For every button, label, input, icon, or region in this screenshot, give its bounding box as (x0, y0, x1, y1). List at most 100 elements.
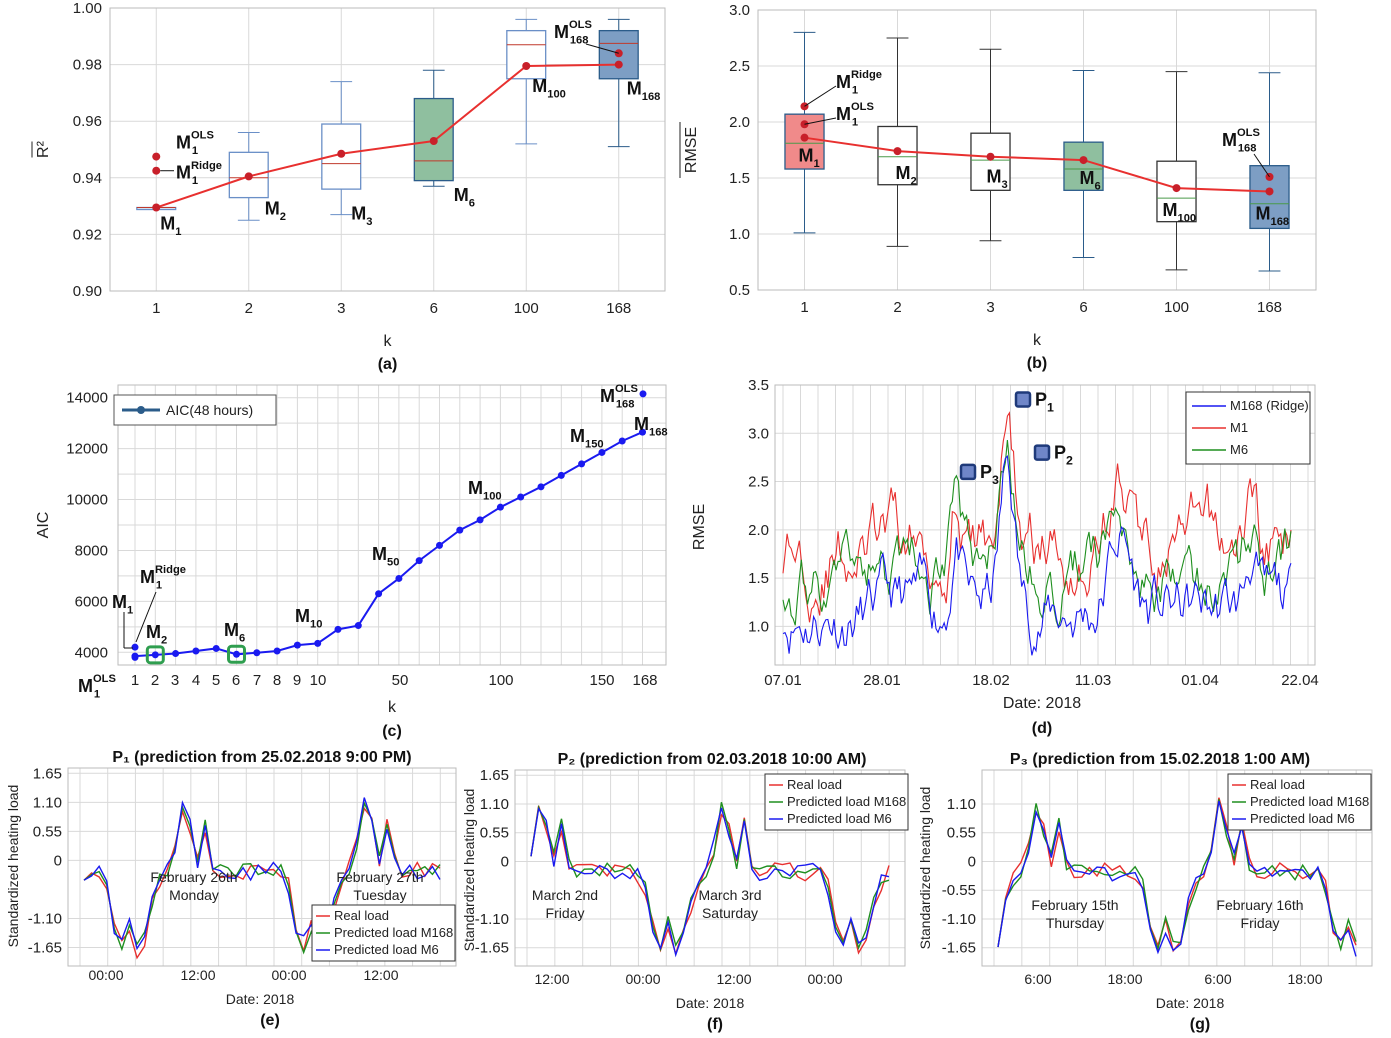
aic-point (639, 428, 646, 436)
y-tick-label: 0.55 (33, 823, 62, 840)
legend-label: Predicted load M6 (787, 811, 892, 826)
load-line-0 (530, 805, 890, 957)
leader-line (585, 43, 619, 54)
box-100 (506, 29, 547, 80)
label-M50: M50 (372, 544, 399, 568)
label-M168-OLS: MOLS 168 (600, 383, 638, 410)
load-line-2 (530, 806, 890, 958)
label-M100: M100 (1163, 200, 1197, 224)
day-label: March 3rd (698, 887, 761, 903)
y-tick-label: 6000 (75, 593, 108, 610)
y-axis-label: Standardized heating load (461, 789, 477, 952)
label-M100: M100 (532, 76, 566, 100)
y-tick-label: -1.65 (475, 940, 509, 957)
load-line-1 (997, 799, 1357, 952)
x-tick-label: 2 (245, 300, 253, 317)
y-axis-label: Standardized heating load (917, 787, 933, 950)
extra-point (639, 390, 647, 398)
legend-label: M6 (1230, 442, 1248, 457)
day-label: February 15th (1031, 897, 1118, 913)
legend-label: Predicted load M6 (1250, 811, 1355, 826)
x-tick-label: 6 (1079, 299, 1087, 316)
aic-point (293, 641, 301, 649)
aic-point (436, 541, 443, 549)
legend-label: Predicted load M6 (334, 942, 439, 957)
y-tick-label: 1.00 (73, 0, 102, 17)
highlight-box (227, 644, 246, 664)
panel-label: (d) (1032, 720, 1052, 737)
y-tick-label: 1.0 (729, 226, 750, 243)
mean-point (1172, 184, 1181, 193)
panel-label: (c) (382, 723, 402, 740)
peak-marker (1033, 444, 1051, 461)
aic-point (273, 647, 281, 655)
mean-point (337, 149, 346, 158)
y-tick-label: 1.10 (480, 796, 509, 813)
plot-frame (981, 769, 1373, 967)
label-M1-Ridge: MRidge 1 (836, 69, 882, 96)
aic-point (557, 471, 565, 479)
x-tick-label: 3 (986, 299, 994, 316)
label-M1-Ridge: MRidge 1 (176, 160, 222, 187)
aic-point (456, 526, 464, 534)
label-M168: M168 (1256, 203, 1290, 227)
y-tick-label: 3.5 (748, 377, 769, 394)
legend-label: Real load (787, 777, 842, 792)
y-tick-label: -1.65 (28, 940, 62, 957)
mean-point (522, 62, 531, 71)
legend-box (1227, 773, 1372, 831)
legend-label: AIC(48 hours) (166, 402, 253, 418)
peak-label: P2 (1054, 443, 1073, 468)
label-M1-Ridge: MRidge 1 (140, 564, 186, 591)
x-axis-label: k (384, 333, 393, 350)
label-M6: M6 (454, 185, 475, 209)
day-label: Saturday (702, 905, 758, 921)
aic-point (212, 644, 220, 652)
legend-label: M1 (1230, 420, 1248, 435)
leader-line (804, 117, 837, 125)
aic-point (354, 622, 362, 630)
aic-point (395, 574, 403, 582)
panel-f: 1.65 1.10 0.55 0 -1.10 -1.65 P₂ (prediction fr… (461, 751, 909, 1033)
y-tick-label: 2.5 (748, 474, 769, 491)
load-line-1 (530, 801, 890, 952)
aic-point (415, 557, 423, 565)
mean-point (1079, 156, 1088, 165)
plot-frame (514, 769, 906, 967)
load-line-0 (997, 797, 1357, 953)
aic-point (233, 650, 240, 658)
x-tick-label: 6 (232, 672, 240, 689)
x-tick-label: 4 (192, 672, 200, 689)
x-tick-label: 2 (151, 672, 159, 689)
panel-label: (b) (1027, 355, 1047, 372)
x-axis-label: Date: 2018 (226, 991, 295, 1007)
aic-point (476, 516, 484, 524)
peak-label: P1 (1035, 389, 1054, 414)
box-2 (877, 125, 918, 186)
x-tick-label: 7 (253, 672, 261, 689)
legend-label: Real load (334, 908, 389, 923)
extra-point (131, 643, 139, 651)
series-line-M168-Ridge- (782, 454, 1292, 656)
series-line-M1 (782, 411, 1292, 623)
y-tick-label: -1.65 (942, 940, 976, 957)
x-tick-label: 100 (488, 672, 513, 689)
plot-frame (757, 9, 1317, 291)
x-tick-label: 00:00 (807, 971, 842, 987)
x-tick-label: 18.02 (972, 672, 1010, 689)
aic-line (134, 431, 643, 658)
plot-frame (117, 384, 667, 666)
x-tick-label: 07.01 (764, 672, 802, 689)
label-M168: M168 (634, 414, 668, 438)
label-M100: M100 (468, 478, 502, 502)
x-tick-label: 6 (430, 300, 438, 317)
label-M168-OLS: MOLS 168 (554, 19, 592, 46)
peak-label: P3 (980, 462, 999, 487)
mean-point (986, 152, 995, 161)
y-tick-label: -0.55 (942, 882, 976, 899)
legend-box (764, 773, 909, 831)
legend-label: Real load (1250, 777, 1305, 792)
panel-title: P₃ (prediction from 15.02.2018 1:00 AM) (1010, 751, 1310, 768)
load-line-2 (997, 800, 1357, 957)
y-tick-label: 3.0 (748, 425, 769, 442)
